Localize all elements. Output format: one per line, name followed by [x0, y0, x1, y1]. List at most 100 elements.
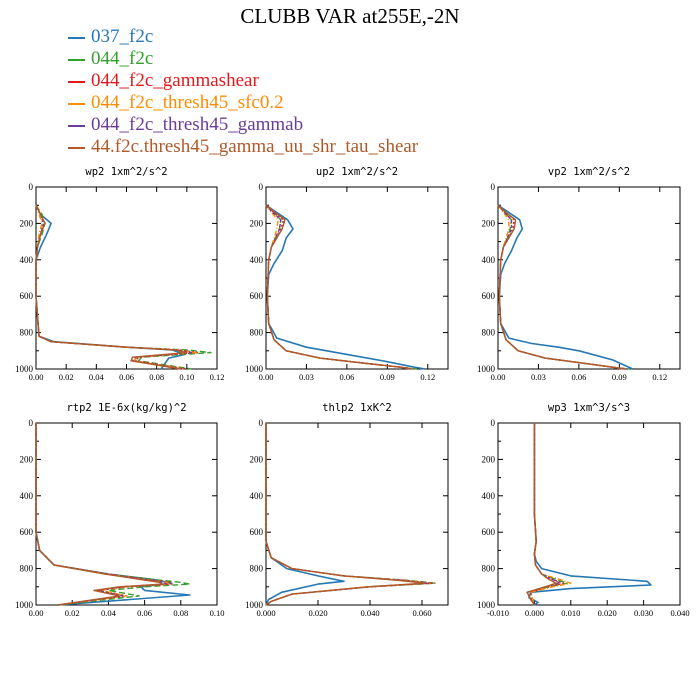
series-line — [265, 423, 431, 606]
y-tick-label: 400 — [250, 491, 264, 501]
series-line — [497, 204, 631, 370]
x-tick-label: 0.06 — [571, 372, 586, 382]
series-line — [265, 204, 415, 370]
legend-label: 044_f2c — [91, 48, 154, 69]
x-tick-label: 0.02 — [59, 372, 74, 382]
x-tick-label: 0.000 — [256, 608, 275, 618]
y-tick-label: 1000 — [15, 600, 34, 610]
series-line — [35, 423, 173, 606]
x-tick-label: 0.06 — [339, 372, 354, 382]
series-line — [35, 204, 200, 370]
panel-title: vp2 1xm^2/s^2 — [548, 166, 630, 178]
x-tick-label: 0.06 — [137, 608, 152, 618]
x-tick-label: 0.030 — [634, 608, 653, 618]
plot-frame — [265, 422, 449, 606]
series-line — [497, 204, 628, 370]
legend-entry: 044_f2c — [68, 48, 418, 70]
series-line — [35, 423, 191, 606]
series-line — [35, 423, 171, 606]
x-tick-label: 0.04 — [89, 372, 105, 382]
series-line — [35, 423, 164, 606]
series-line — [35, 204, 197, 370]
series-line — [265, 204, 412, 370]
x-tick-label: 0.12 — [420, 372, 435, 382]
x-tick-label: 0.040 — [360, 608, 379, 618]
legend-entry: 44.f2c.thresh45_gamma_uu_shr_tau_shear — [68, 136, 418, 158]
y-tick-label: 800 — [482, 564, 496, 574]
legend-label: 044_f2c_thresh45_sfc0.2 — [91, 92, 284, 113]
y-tick-label: 600 — [482, 291, 496, 301]
x-tick-label: 0.00 — [29, 608, 44, 618]
y-tick-label: 1000 — [477, 600, 496, 610]
x-tick-label: 0.09 — [612, 372, 627, 382]
series-line — [35, 204, 187, 370]
y-tick-label: 200 — [20, 218, 34, 228]
y-tick-label: 400 — [20, 255, 34, 265]
y-tick-label: 800 — [250, 328, 264, 338]
series-line — [265, 423, 428, 606]
series-line — [265, 204, 426, 370]
series-line — [265, 423, 345, 606]
x-tick-label: 0.10 — [179, 372, 194, 382]
x-tick-label: 0.04 — [101, 608, 117, 618]
y-tick-label: 600 — [250, 291, 264, 301]
y-tick-label: 400 — [250, 255, 264, 265]
panel-title: rtp2 1E-6x(kg/kg)^2 — [66, 402, 186, 414]
y-tick-label: 200 — [20, 454, 34, 464]
series-line — [265, 423, 434, 606]
legend-entry: 037_f2c — [68, 26, 418, 48]
x-tick-label: 0.12 — [652, 372, 667, 382]
legend-label: 037_f2c — [91, 26, 154, 47]
x-tick-label: 0.03 — [299, 372, 314, 382]
y-tick-label: 0 — [491, 182, 496, 192]
y-tick-label: 1000 — [477, 364, 496, 374]
y-tick-label: 600 — [20, 527, 34, 537]
y-tick-label: 800 — [20, 328, 34, 338]
legend-line-swatch — [68, 36, 85, 39]
x-tick-label: 0.020 — [598, 608, 617, 618]
plot-frame — [265, 186, 449, 370]
y-tick-label: 1000 — [245, 364, 264, 374]
x-tick-label: 0.00 — [491, 372, 506, 382]
x-tick-label: 0.00 — [259, 372, 274, 382]
legend-entry: 044_f2c_gammashear — [68, 70, 418, 92]
x-tick-label: 0.040 — [670, 608, 689, 618]
y-tick-label: 200 — [482, 218, 496, 228]
y-tick-label: 0 — [259, 182, 264, 192]
x-tick-label: 0.020 — [308, 608, 327, 618]
legend-line-swatch — [68, 124, 85, 127]
y-tick-label: 0 — [29, 182, 34, 192]
figure-title: CLUBB VAR at255E,-2N — [240, 4, 460, 28]
y-tick-label: 0 — [259, 418, 264, 428]
legend: 037_f2c 044_f2c 044_f2c_gammashear 044_f2c_… — [68, 26, 418, 158]
y-tick-label: 200 — [250, 454, 264, 464]
y-tick-label: 800 — [482, 328, 496, 338]
series-line — [497, 204, 625, 370]
series-line — [497, 204, 627, 370]
x-tick-label: -0.010 — [487, 608, 509, 618]
x-tick-label: 0.060 — [412, 608, 431, 618]
legend-line-swatch — [68, 58, 85, 61]
series-line — [497, 204, 634, 370]
panel-title: wp2 1xm^2/s^2 — [85, 166, 167, 178]
x-tick-label: 0.010 — [561, 608, 580, 618]
y-tick-label: 1000 — [15, 364, 34, 374]
y-tick-label: 200 — [250, 218, 264, 228]
series-line — [265, 423, 436, 606]
legend-line-swatch — [68, 80, 85, 83]
y-tick-label: 400 — [482, 255, 496, 265]
series-line — [265, 204, 414, 370]
series-line — [526, 423, 557, 606]
series-line — [265, 204, 418, 370]
panel-title: wp3 1xm^3/s^3 — [548, 402, 630, 414]
y-tick-label: 600 — [482, 527, 496, 537]
y-tick-label: 0 — [491, 418, 496, 428]
series-line — [265, 204, 411, 370]
series-line — [35, 423, 168, 606]
series-line — [35, 204, 212, 370]
